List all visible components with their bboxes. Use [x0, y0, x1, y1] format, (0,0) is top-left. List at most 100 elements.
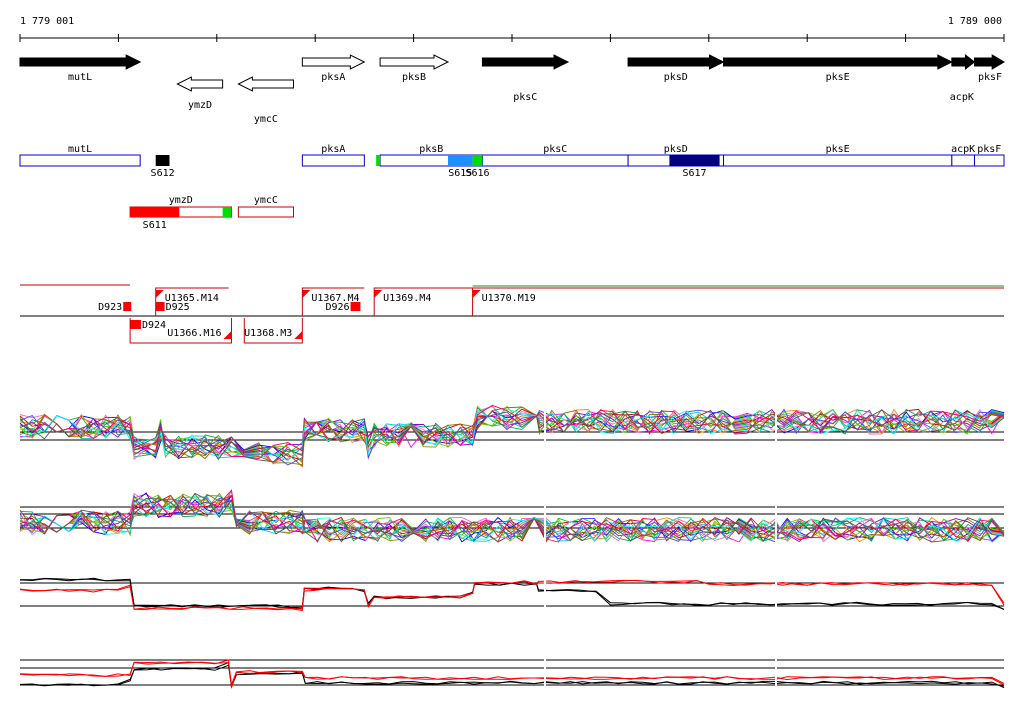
transcript-flag [155, 290, 164, 298]
gene-arrow [237, 76, 294, 92]
expression-trace [19, 409, 1005, 456]
transcript-bracket [472, 287, 1004, 316]
expression-trace [19, 492, 1005, 542]
expression-trace [19, 406, 1005, 468]
marker-box [472, 155, 483, 166]
expression-trace [19, 493, 1005, 543]
segment-label: pksD [664, 144, 688, 155]
expression-trace [19, 494, 1005, 543]
expression-panel [19, 653, 1005, 694]
gene-arrow [301, 54, 366, 70]
expression-trace [19, 405, 1005, 464]
gene-arrow [973, 54, 1005, 70]
transcript-flag [472, 290, 481, 298]
segment-label: pksE [826, 144, 850, 155]
transcript-label: D924 [142, 320, 166, 331]
segment-label: pksC [543, 144, 567, 155]
coord-end-label: 1 789 000 [948, 16, 1002, 27]
transcript-label: D923 [98, 302, 122, 313]
segment-label: mutL [68, 144, 92, 155]
expression-trace [19, 405, 1005, 464]
transcript-label: U1367.M4 [311, 293, 359, 304]
gene-label: pksE [826, 72, 850, 83]
expression-panel [19, 568, 1005, 622]
marker-label: S617 [682, 168, 706, 179]
segment-box [723, 154, 953, 167]
transcript-bracket [243, 318, 303, 344]
transcript-label: U1366.M16 [167, 328, 221, 339]
transcript-flag [223, 331, 232, 339]
expression-trace [19, 495, 1005, 542]
segment-box [973, 154, 1005, 167]
segment-box [301, 154, 365, 167]
gene-label: pksB [402, 72, 426, 83]
gene-arrow [176, 76, 224, 92]
transcript-bracket [155, 287, 229, 316]
expression-trace [19, 664, 1005, 689]
expression-trace [19, 492, 1005, 543]
gene-track: mutL ymzD ymcC pksA pksB pksC pksD pksE acpK pksF [19, 53, 1005, 125]
transcript-bracket [129, 318, 232, 344]
antisense-box [237, 206, 294, 218]
marker-label: S611 [143, 220, 167, 231]
gene-label: pksF [978, 72, 1002, 83]
transcript-bracket [373, 287, 473, 316]
segment-box [951, 154, 975, 167]
gene-label: pksD [664, 72, 688, 83]
gene-arrow [19, 54, 142, 70]
marker-label: S612 [151, 168, 175, 179]
transcript-label: U1368.M3 [244, 328, 292, 339]
marker-box [447, 155, 473, 166]
expression-trace [19, 493, 1005, 543]
marker-box [376, 155, 381, 166]
coordinate-axis: 1 779 001 1 789 000 [19, 16, 1005, 42]
transcript-box [130, 320, 141, 329]
expression-trace [19, 409, 1005, 463]
segment-label: acpK [951, 144, 975, 155]
marker-label: S615 [448, 168, 472, 179]
expression-trace [19, 579, 1005, 612]
expression-trace [19, 408, 1005, 462]
transcript-flag [294, 331, 303, 339]
segment-label: pksF [977, 144, 1001, 155]
gene-label: pksC [513, 92, 537, 103]
segment-label: pksA [321, 144, 345, 155]
axis-ticks [19, 34, 1005, 42]
expression-trace [19, 661, 1005, 687]
transcript-bracket [301, 287, 365, 316]
antisense-label: ymzD [169, 195, 193, 206]
gene-label: ymcC [254, 114, 278, 125]
gene-arrow [951, 53, 976, 71]
gene-arrow [481, 54, 570, 70]
gene-label: ymzD [188, 100, 212, 111]
marker-box [222, 207, 232, 217]
expression-panel [19, 403, 1005, 468]
transcript-flag [302, 290, 311, 298]
expression-trace [19, 578, 1005, 610]
expression-panel [19, 488, 1005, 547]
transcript-box [123, 302, 132, 311]
gene-arrow [379, 54, 450, 70]
transcript-flag [374, 290, 383, 298]
marker-label: S616 [465, 168, 489, 179]
segment-label: pksB [419, 144, 443, 155]
expression-trace [19, 494, 1005, 543]
segment-box [19, 154, 141, 167]
transcript-label: U1370.M19 [482, 293, 536, 304]
expression-trace [19, 489, 1005, 543]
expression-trace [19, 495, 1005, 543]
gene-label: acpK [950, 92, 974, 103]
coord-start-label: 1 779 001 [20, 16, 74, 27]
expression-trace [19, 404, 1005, 460]
marker-box [669, 155, 720, 166]
transcript-box [350, 302, 361, 311]
gene-label: mutL [68, 72, 92, 83]
gene-arrow [627, 54, 725, 70]
gene-label: pksA [321, 72, 345, 83]
expression-trace [19, 493, 1005, 542]
antisense-label: ymcC [254, 195, 278, 206]
marker-box [155, 155, 170, 166]
